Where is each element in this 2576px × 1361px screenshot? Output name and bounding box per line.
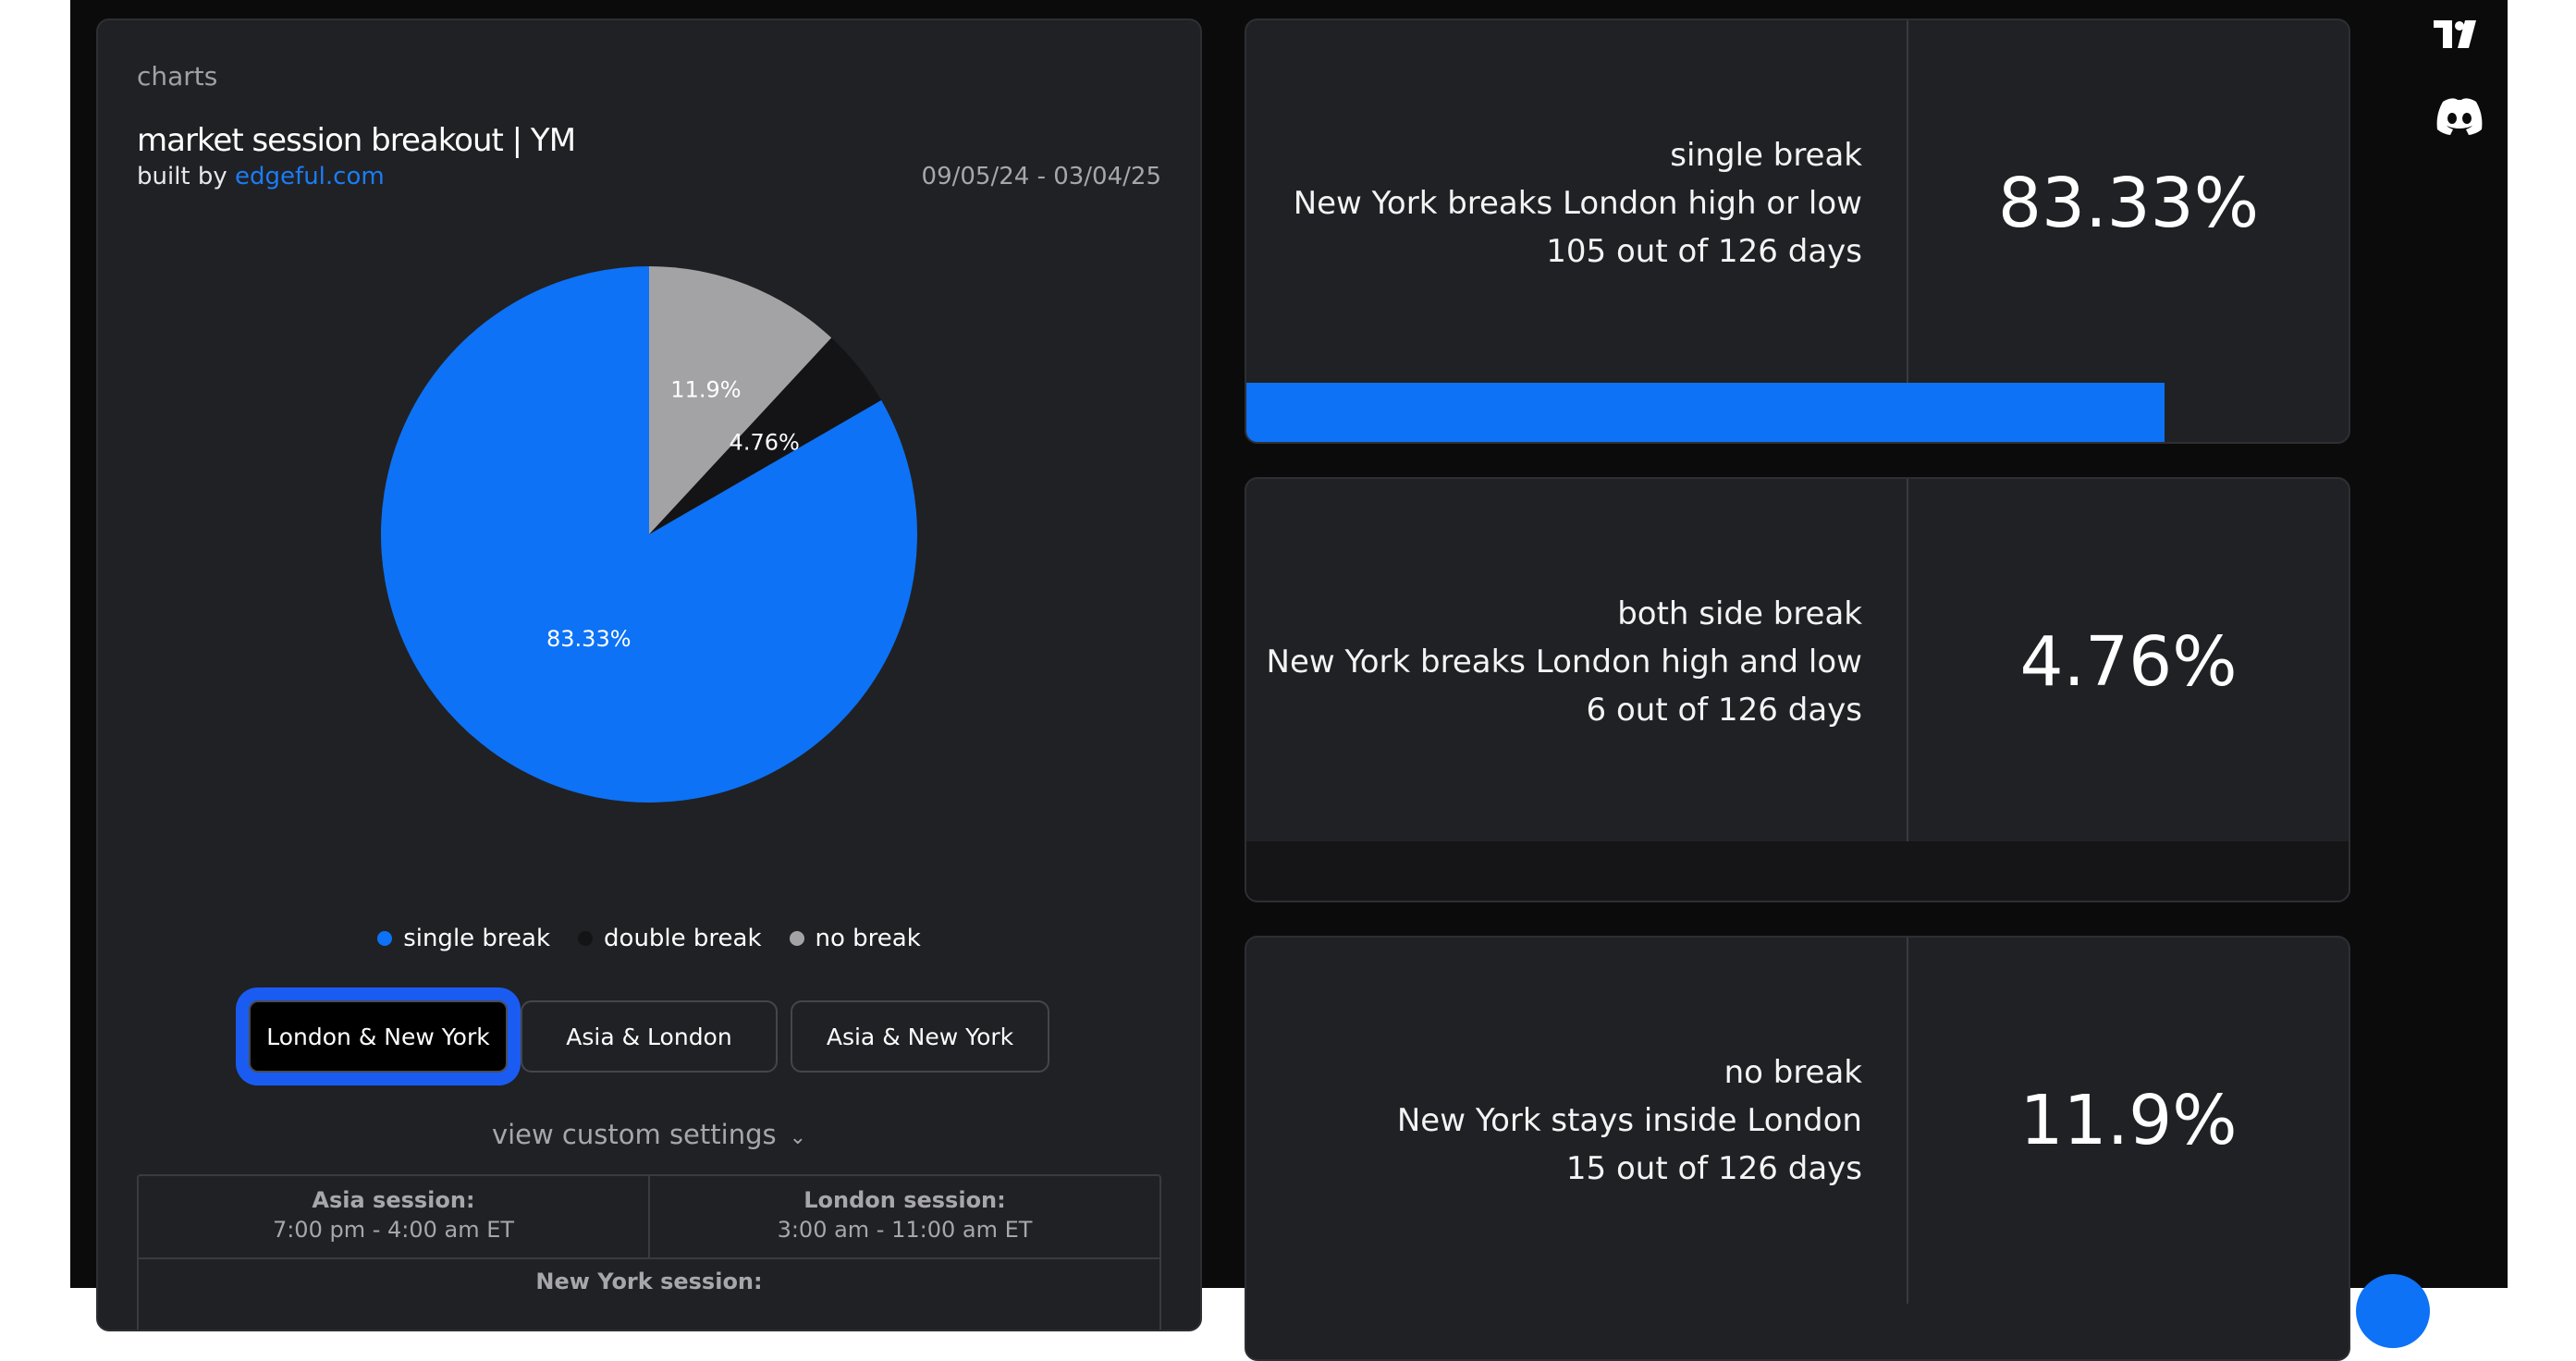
- asia-session-title: Asia session:: [312, 1187, 475, 1213]
- stat-card-no-break: no break New York stays inside London 15…: [1245, 936, 2350, 1361]
- stat-days: 6 out of 126 days: [1586, 692, 1862, 729]
- chart-legend: single break double break no break: [98, 925, 1200, 952]
- built-by-prefix: built by: [137, 163, 236, 190]
- stat-description: New York breaks London high and low: [1266, 644, 1862, 680]
- view-custom-settings-toggle[interactable]: view custom settings ⌄: [98, 1119, 1200, 1150]
- pie-chart: 11.9% 4.76% 83.33%: [381, 266, 917, 803]
- london-session-cell: London session: 3:00 am - 11:00 am ET: [648, 1176, 1159, 1257]
- app-window: charts market session breakout | YM buil…: [70, 0, 2508, 1361]
- stat-card-single-break: single break New York breaks London high…: [1245, 18, 2350, 444]
- stat-title: single break: [1670, 137, 1862, 174]
- stat-title: both side break: [1617, 595, 1862, 632]
- stat-progress-bar: [1246, 841, 2349, 901]
- stat-title: no break: [1723, 1054, 1862, 1091]
- legend-dot-double: [578, 931, 594, 946]
- session-pair-tabs: London & New York Asia & London Asia & N…: [98, 1000, 1200, 1073]
- stat-text-panel: single break New York breaks London high…: [1246, 20, 1908, 386]
- stat-text-panel: both side break New York breaks London h…: [1246, 479, 1908, 845]
- tab-london-new-york[interactable]: London & New York: [249, 1000, 508, 1073]
- chevron-down-icon: ⌄: [789, 1126, 807, 1149]
- breadcrumb[interactable]: charts: [137, 61, 218, 92]
- stat-text-panel: no break New York stays inside London 15…: [1246, 938, 1908, 1304]
- legend-dot-none: [789, 931, 804, 946]
- asia-session-time: 7:00 pm - 4:00 am ET: [272, 1217, 515, 1243]
- stat-days: 15 out of 126 days: [1565, 1150, 1862, 1187]
- chat-fab-button[interactable]: [2356, 1274, 2430, 1348]
- pie-slice-double-break[interactable]: [649, 337, 882, 534]
- london-session-time: 3:00 am - 11:00 am ET: [777, 1217, 1033, 1243]
- pie-slice-single-break[interactable]: [381, 266, 917, 803]
- legend-label-none: no break: [815, 925, 921, 952]
- tab-asia-new-york[interactable]: Asia & New York: [791, 1000, 1049, 1073]
- stat-days: 105 out of 126 days: [1546, 233, 1862, 270]
- stat-percentage: 4.76%: [2019, 622, 2238, 702]
- legend-dot-single: [377, 931, 393, 946]
- page-title: market session breakout | YM: [137, 122, 576, 159]
- stat-description: New York breaks London high or low: [1293, 185, 1862, 222]
- view-custom-settings-label: view custom settings: [491, 1119, 777, 1150]
- stat-progress-bar: [1246, 383, 2165, 442]
- legend-item-single[interactable]: single break: [377, 925, 550, 952]
- asia-session-cell: Asia session: 7:00 pm - 4:00 am ET: [139, 1176, 648, 1257]
- pie-slice-no-break[interactable]: [649, 266, 832, 534]
- tab-asia-london[interactable]: Asia & London: [521, 1000, 778, 1073]
- pie-label-no-break: 11.9%: [670, 376, 741, 402]
- stat-description: New York stays inside London: [1396, 1102, 1862, 1139]
- tradingview-icon[interactable]: [2434, 18, 2485, 50]
- legend-item-none[interactable]: no break: [789, 925, 921, 952]
- legend-item-double[interactable]: double break: [578, 925, 762, 952]
- new-york-session-title: New York session:: [535, 1269, 763, 1294]
- legend-label-double: double break: [604, 925, 762, 952]
- stat-percentage: 11.9%: [2019, 1081, 2238, 1160]
- session-times-table: Asia session: 7:00 pm - 4:00 am ET Londo…: [137, 1174, 1161, 1330]
- pie-label-double-break: 4.76%: [730, 430, 800, 456]
- edgeful-link[interactable]: edgeful.com: [235, 163, 385, 190]
- chart-card: charts market session breakout | YM buil…: [96, 18, 1202, 1331]
- stat-card-both-side-break: both side break New York breaks London h…: [1245, 477, 2350, 902]
- built-by: built by edgeful.com: [137, 163, 385, 190]
- london-session-title: London session:: [803, 1187, 1006, 1213]
- discord-icon[interactable]: [2434, 96, 2485, 135]
- pie-label-single-break: 83.33%: [546, 626, 632, 652]
- legend-label-single: single break: [403, 925, 551, 952]
- stat-percentage: 83.33%: [1997, 164, 2260, 243]
- date-range: 09/05/24 - 03/04/25: [921, 163, 1161, 190]
